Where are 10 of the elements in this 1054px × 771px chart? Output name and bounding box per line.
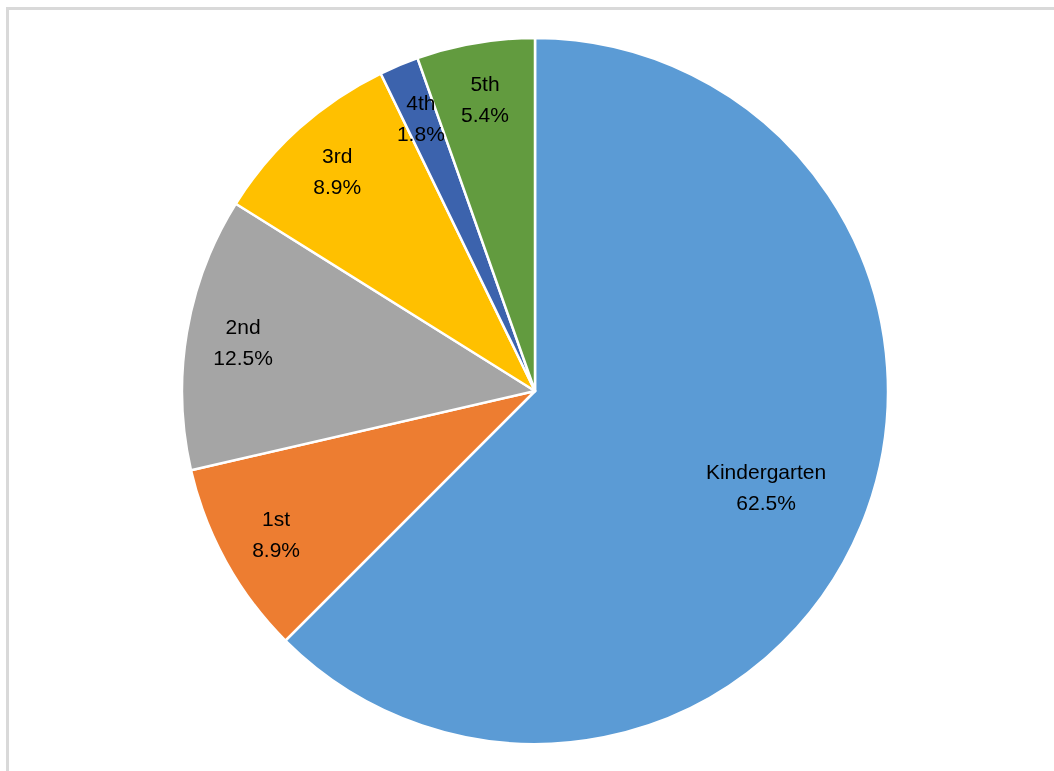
data-label: 5.4% [461, 103, 509, 127]
slice-label: 5th [470, 72, 500, 96]
data-label: 8.9% [313, 174, 362, 198]
slice-label: 1st [262, 507, 291, 531]
data-label: 62.5% [736, 490, 796, 514]
data-label: 12.5% [213, 345, 273, 369]
data-label: 8.9% [252, 538, 301, 562]
slice-label: 2nd [225, 314, 261, 338]
slice-label: 3rd [321, 143, 353, 167]
slice-label: Kindergarten [705, 459, 827, 483]
